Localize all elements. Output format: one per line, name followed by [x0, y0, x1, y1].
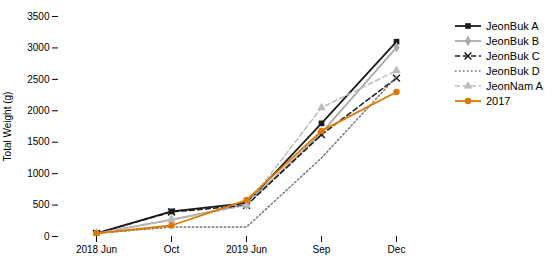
- svg-text:Dec: Dec: [388, 244, 406, 255]
- html-text:2017: 2017: [486, 95, 511, 107]
- svg-text:3500: 3500: [27, 11, 50, 22]
- svg-text:2500: 2500: [27, 74, 50, 85]
- svg-text:Total Weight (g): Total Weight (g): [2, 92, 13, 162]
- html-text:JeonNam A: JeonNam A: [486, 80, 543, 92]
- svg-text:0: 0: [44, 231, 50, 242]
- svg-text:1000: 1000: [27, 168, 50, 179]
- svg-text:Sep: Sep: [313, 244, 331, 255]
- svg-text:500: 500: [33, 199, 50, 210]
- svg-text:2019 Jun: 2019 Jun: [226, 244, 267, 255]
- svg-text:3000: 3000: [27, 42, 50, 53]
- svg-text:1500: 1500: [27, 136, 50, 147]
- svg-text:2018 Jun: 2018 Jun: [76, 244, 117, 255]
- html-text:JeonBuk A: JeonBuk A: [486, 20, 539, 32]
- html-text:JeonBuk B: JeonBuk B: [486, 35, 540, 47]
- html-text:JeonBuk C: JeonBuk C: [486, 50, 540, 62]
- svg-text:2000: 2000: [27, 105, 50, 116]
- html-text:JeonBuk D: JeonBuk D: [486, 65, 540, 77]
- svg-text:Oct: Oct: [164, 244, 180, 255]
